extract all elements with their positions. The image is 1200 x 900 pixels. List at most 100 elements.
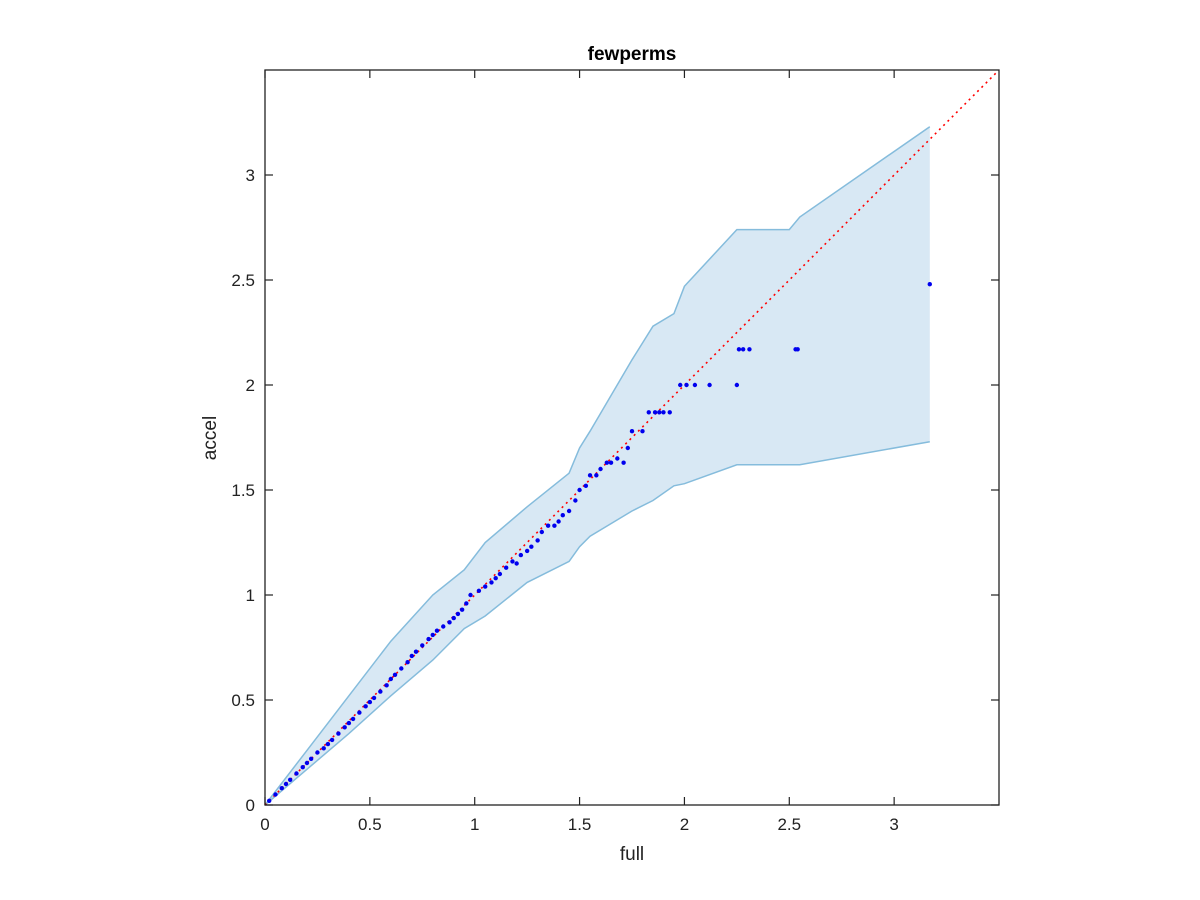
data-point — [573, 498, 578, 503]
data-point — [740, 347, 746, 352]
data-point — [795, 347, 800, 352]
data-point — [661, 410, 666, 415]
data-point — [342, 725, 347, 730]
data-point — [315, 750, 320, 755]
data-point — [441, 624, 446, 629]
axes-frame — [264, 69, 1000, 806]
data-point — [646, 410, 651, 415]
data-point — [652, 410, 658, 415]
data-point — [598, 466, 603, 472]
data-point — [283, 781, 289, 787]
data-point — [657, 410, 662, 415]
data-point — [497, 571, 503, 577]
x-tick-label: 0 — [260, 815, 269, 834]
y-axis-label: accel — [200, 416, 221, 460]
data-point — [566, 508, 572, 514]
y-tick-label: 1 — [246, 586, 255, 605]
data-point — [594, 473, 599, 478]
data-point — [629, 429, 635, 434]
data-point — [413, 649, 419, 654]
data-point — [294, 771, 299, 776]
data-point — [392, 672, 398, 677]
data-point — [503, 565, 509, 570]
data-point — [367, 699, 373, 705]
x-axis-label: full — [620, 844, 644, 865]
data-point — [514, 561, 519, 566]
data-point — [464, 601, 469, 606]
data-point — [734, 382, 740, 388]
data-point — [426, 636, 431, 642]
data-point — [430, 632, 435, 638]
data-point — [336, 731, 341, 736]
data-point — [304, 760, 310, 766]
data-point — [405, 660, 410, 665]
data-point — [556, 519, 561, 524]
data-point — [371, 695, 377, 701]
data-point — [459, 607, 465, 612]
reference-line — [264, 69, 1000, 806]
data-point — [510, 559, 515, 564]
data-point — [615, 456, 620, 461]
data-point — [583, 483, 589, 488]
data-point — [667, 410, 672, 415]
data-point — [552, 523, 557, 528]
data-point — [577, 487, 582, 493]
data-point — [447, 620, 452, 625]
data-point — [621, 460, 626, 465]
data-point — [927, 282, 932, 287]
data-point — [455, 611, 461, 617]
data-point — [625, 445, 631, 451]
data-point — [747, 347, 752, 352]
data-point — [266, 798, 272, 803]
data-point — [378, 689, 383, 694]
y-tick-label: 3 — [246, 166, 255, 185]
data-point — [545, 523, 551, 528]
plot-area — [264, 69, 1000, 806]
data-point — [308, 756, 314, 761]
data-point — [287, 777, 293, 782]
x-tick-label: 3 — [889, 815, 898, 834]
data-point — [587, 473, 593, 478]
data-point — [640, 429, 645, 434]
data-point — [420, 643, 425, 648]
x-tick-label: 2 — [680, 815, 689, 834]
data-point — [434, 628, 440, 633]
data-point — [678, 382, 683, 388]
data-point — [493, 576, 498, 581]
data-point — [300, 765, 305, 770]
data-point — [409, 653, 414, 659]
x-tick-label: 0.5 — [358, 815, 382, 834]
data-point — [518, 552, 524, 558]
data-point — [279, 786, 284, 791]
data-point — [736, 347, 742, 352]
data-point — [608, 460, 614, 465]
y-tick-label: 0 — [246, 796, 255, 815]
axis-ticks: 0 0.5 1 1.5 2 2.5 3 0 0.5 1 1.5 2 2.5 3 — [231, 70, 999, 834]
data-point — [363, 704, 368, 709]
data-point — [684, 382, 689, 388]
data-point — [560, 513, 565, 518]
x-tick-label: 1.5 — [568, 815, 592, 834]
data-point — [692, 382, 698, 388]
data-point — [346, 720, 352, 726]
data-point — [604, 460, 610, 465]
data-point — [388, 676, 394, 682]
data-point — [707, 382, 712, 388]
data-point — [451, 615, 456, 621]
data-point — [399, 666, 404, 671]
data-point — [539, 529, 545, 535]
data-point — [535, 538, 540, 543]
data-point — [483, 584, 488, 589]
data-point — [325, 741, 331, 747]
axes-border — [264, 69, 1000, 806]
y-tick-label: 2 — [246, 376, 255, 395]
data-point — [476, 588, 482, 593]
data-point — [329, 737, 335, 743]
confidence-band-lower — [264, 440, 930, 806]
y-tick-label: 2.5 — [231, 271, 255, 290]
confidence-band-upper — [264, 126, 931, 806]
data-point — [524, 548, 530, 554]
x-tick-label: 2.5 — [777, 815, 801, 834]
data-point — [529, 544, 534, 549]
